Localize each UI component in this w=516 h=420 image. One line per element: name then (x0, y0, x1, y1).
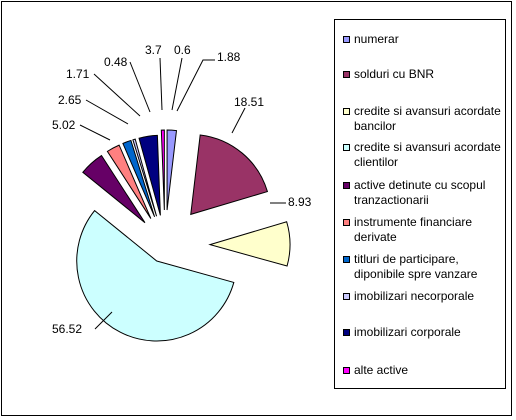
legend-label: active detinute cu scopul tranzactionari… (354, 178, 486, 207)
slice-active-tranzactionare (82, 154, 146, 224)
pie-slices (76, 129, 291, 342)
data-label: 8.93 (288, 195, 312, 209)
data-labels: 1.88 18.51 8.93 56.52 5.02 2.65 1.71 0.48 3.7 0.6 (52, 43, 312, 336)
leader-line (171, 57, 183, 111)
legend-label: imobilizari corporale (354, 325, 461, 339)
legend-swatch (343, 144, 350, 151)
leader-line (85, 99, 129, 125)
legend-label: credite si avansuri acordate clientilor (354, 140, 501, 169)
data-label: 3.7 (145, 43, 162, 57)
legend-swatch (343, 219, 350, 226)
legend-swatch (343, 108, 350, 115)
legend-label: alte active (354, 363, 409, 377)
slice-alte-active (160, 129, 165, 211)
leader-lines (79, 57, 286, 330)
legend-label: numerar (354, 32, 399, 46)
legend-swatch (343, 182, 350, 189)
data-label: 5.02 (52, 118, 76, 132)
legend-label: credite si avansuri acordate bancilor (354, 104, 501, 133)
legend-label: imobilizari necorporale (354, 289, 475, 303)
leader-line (129, 61, 151, 113)
slice-credite-bancilor (208, 221, 291, 267)
data-label: 0.6 (174, 43, 191, 57)
data-label: 0.48 (104, 55, 128, 69)
leader-line (93, 73, 141, 117)
legend-swatch (343, 256, 350, 263)
legend-label: instrumente financiare derivate (354, 215, 473, 244)
slice-imobilizari-corporale (138, 134, 161, 216)
legend-swatch (343, 367, 350, 374)
slice-instrumente-derivate (106, 144, 152, 219)
data-label: 1.71 (66, 67, 90, 81)
leader-line (79, 124, 111, 141)
data-label: 1.88 (217, 50, 241, 64)
legend-swatch (343, 71, 350, 78)
slice-solduri-bnr (190, 134, 269, 216)
leader-line (231, 107, 246, 134)
legend-label: titluri de participare, diponibile spre … (354, 252, 478, 281)
leader-line (159, 57, 163, 111)
leader-line (176, 59, 215, 112)
slice-credite-clientilor (76, 209, 235, 342)
slice-imobilizari-necorporale (132, 138, 158, 217)
legend-swatch (343, 293, 350, 300)
leader-line (94, 311, 113, 330)
slice-titluri-participare (122, 139, 156, 218)
legend-swatch (343, 329, 350, 336)
legend-swatch (343, 36, 350, 43)
data-label: 56.52 (52, 322, 82, 336)
legend-label: solduri cu BNR (354, 67, 435, 81)
data-label: 2.65 (58, 93, 82, 107)
data-label: 18.51 (234, 95, 264, 109)
legend: numerar solduri cu BNR credite si avansu… (334, 19, 506, 389)
slice-numerar (166, 129, 178, 211)
